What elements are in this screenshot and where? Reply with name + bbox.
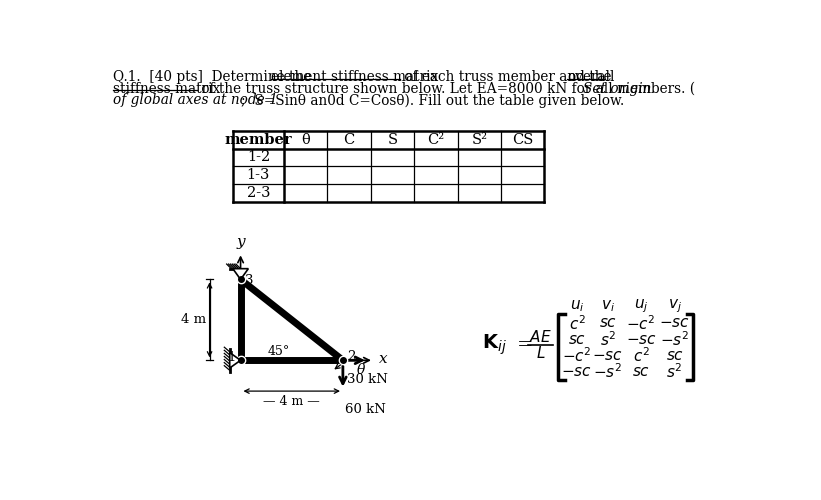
Text: $sc$: $sc$ [599, 316, 617, 330]
Text: $sc$: $sc$ [568, 332, 586, 346]
Text: $AE$: $AE$ [529, 329, 552, 345]
Text: x: x [378, 352, 388, 366]
Text: element stiffness matrix: element stiffness matrix [270, 70, 438, 84]
Text: $c^2$: $c^2$ [633, 346, 649, 365]
Text: S: S [388, 132, 397, 146]
Text: 2: 2 [347, 350, 355, 363]
Text: 45°: 45° [268, 344, 290, 358]
Text: overall: overall [567, 70, 615, 84]
Text: $\mathit{u_j}$: $\mathit{u_j}$ [634, 298, 649, 315]
Text: 3: 3 [245, 274, 254, 287]
Text: $L$: $L$ [536, 346, 545, 362]
Text: Set origin: Set origin [583, 82, 651, 96]
Text: $-s^2$: $-s^2$ [594, 362, 622, 381]
Text: $-sc$: $-sc$ [562, 365, 593, 379]
Text: $-c^2$: $-c^2$ [562, 346, 592, 365]
Text: $\mathit{v_j}$: $\mathit{v_j}$ [667, 298, 681, 315]
Text: $-s^2$: $-s^2$ [660, 330, 689, 349]
Text: $-sc$: $-sc$ [593, 348, 623, 362]
Text: $-sc$: $-sc$ [659, 316, 690, 330]
Text: — 4 m —: — 4 m — [264, 395, 320, 408]
Text: $s^2$: $s^2$ [667, 362, 683, 381]
Text: $sc$: $sc$ [666, 348, 684, 362]
Text: Q.1.  [40 pts]  Determine the: Q.1. [40 pts] Determine the [113, 70, 316, 84]
Text: CS: CS [512, 132, 534, 146]
Text: y: y [236, 234, 245, 248]
Text: of the truss structure shown below. Let EA=8000 kN for all members. (: of the truss structure shown below. Let … [196, 82, 695, 96]
Text: θ: θ [357, 362, 365, 376]
Text: $\mathit{v_i}$: $\mathit{v_i}$ [601, 298, 615, 314]
Text: $\mathbf{K}_{ij}$: $\mathbf{K}_{ij}$ [483, 332, 507, 357]
Text: of each truss member and the: of each truss member and the [400, 70, 616, 84]
Text: =: = [516, 336, 533, 354]
Text: 2-3: 2-3 [246, 186, 270, 200]
Text: 60 kN: 60 kN [345, 402, 386, 415]
Text: of global axes at node 1: of global axes at node 1 [113, 93, 278, 107]
Text: θ: θ [301, 132, 310, 146]
Text: 4 m: 4 m [181, 314, 206, 326]
Text: 1-3: 1-3 [247, 168, 270, 182]
Text: C: C [343, 132, 355, 146]
Text: $c^2$: $c^2$ [568, 314, 585, 332]
Text: C²: C² [427, 132, 444, 146]
Text: 30 kN: 30 kN [346, 372, 388, 386]
Text: stiffness matrix: stiffness matrix [113, 82, 221, 96]
Text: $-c^2$: $-c^2$ [626, 314, 656, 332]
Text: member: member [225, 132, 292, 146]
Text: S²: S² [471, 132, 488, 146]
Text: 1-2: 1-2 [247, 150, 270, 164]
Polygon shape [230, 352, 241, 368]
Text: $\mathit{u_i}$: $\mathit{u_i}$ [570, 298, 585, 314]
Text: $sc$: $sc$ [632, 365, 650, 379]
Text: 1: 1 [228, 352, 236, 364]
Polygon shape [233, 268, 248, 280]
Text: $-sc$: $-sc$ [626, 332, 657, 346]
Text: ;  S=Sinθ an0d C=Cosθ). Fill out the table given below.: ; S=Sinθ an0d C=Cosθ). Fill out the tabl… [241, 93, 625, 108]
Text: $s^2$: $s^2$ [600, 330, 616, 349]
